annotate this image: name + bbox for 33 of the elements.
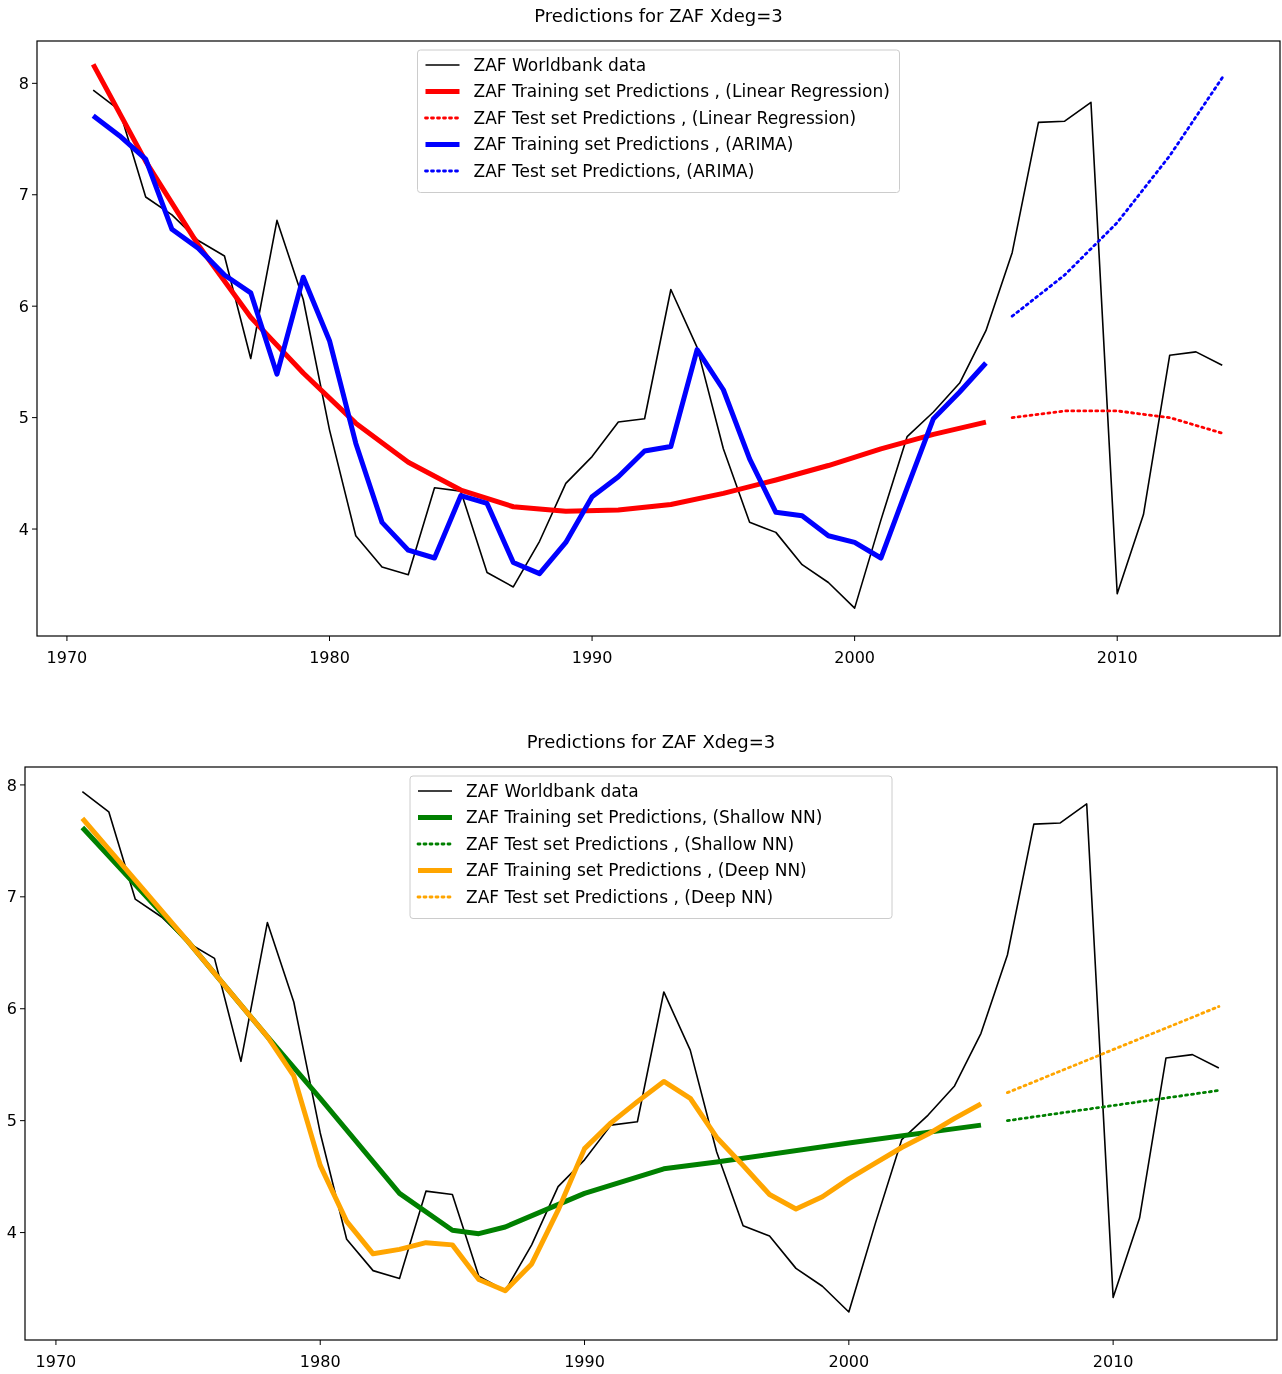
- legend-label: ZAF Training set Predictions , (Linear Regression): [473, 81, 890, 102]
- x-tick-label: 2010: [1092, 1352, 1134, 1371]
- x-tick-label: 1970: [35, 1352, 77, 1371]
- x-tick-label: 1970: [46, 648, 88, 667]
- y-tick-label: 7: [18, 185, 29, 205]
- legend-label: ZAF Training set Predictions , (Deep NN): [466, 860, 807, 881]
- x-tick-label: 2000: [834, 648, 875, 667]
- y-tick-label: 8: [6, 775, 17, 795]
- legend-label: ZAF Worldbank data: [466, 780, 639, 801]
- y-tick-label: 6: [18, 296, 29, 316]
- y-tick-label: 8: [18, 73, 29, 93]
- x-tick-label: 1990: [571, 648, 613, 667]
- chart-title: Predictions for ZAF Xdeg=3: [526, 731, 776, 752]
- legend-label: ZAF Test set Predictions , (Shallow NN): [466, 833, 795, 854]
- legend-label: ZAF Worldbank data: [473, 54, 647, 75]
- y-tick-label: 5: [18, 408, 29, 428]
- y-tick-label: 4: [6, 1223, 17, 1243]
- legend-label: ZAF Training set Predictions , (ARIMA): [473, 134, 794, 155]
- legend-label: ZAF Test set Predictions , (Linear Regression): [473, 107, 857, 128]
- y-tick-label: 5: [6, 1111, 17, 1131]
- chart-title: Predictions for ZAF Xdeg=3: [534, 5, 783, 26]
- line-series: [1010, 76, 1224, 318]
- y-tick-label: 6: [6, 999, 17, 1019]
- y-tick-label: 7: [6, 887, 17, 907]
- x-tick-label: 2000: [828, 1352, 870, 1371]
- y-tick-label: 4: [18, 519, 29, 539]
- x-tick-label: 2010: [1096, 648, 1138, 667]
- legend-label: ZAF Test set Predictions, (ARIMA): [473, 160, 755, 181]
- x-tick-label: 1980: [309, 648, 350, 667]
- legend-label: ZAF Test set Predictions , (Deep NN): [466, 886, 774, 907]
- x-tick-label: 1990: [564, 1352, 605, 1371]
- legend-label: ZAF Training set Predictions, (Shallow NN): [466, 807, 823, 828]
- x-tick-label: 1980: [299, 1352, 341, 1371]
